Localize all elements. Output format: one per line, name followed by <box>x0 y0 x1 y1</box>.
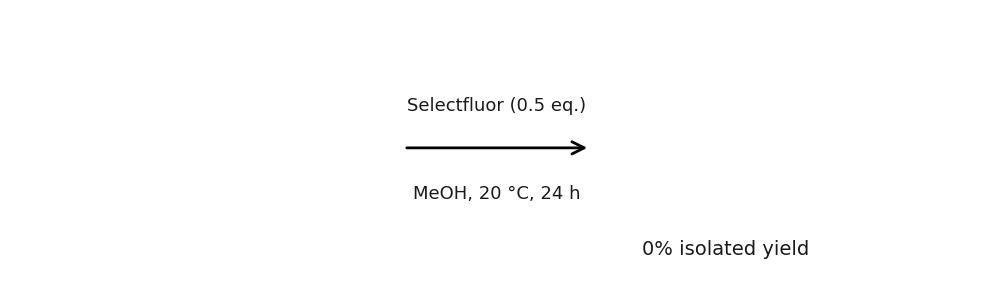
Text: Selectfluor (0.5 eq.): Selectfluor (0.5 eq.) <box>407 97 587 115</box>
Text: 0% isolated yield: 0% isolated yield <box>642 240 809 259</box>
Text: MeOH, 20 °C, 24 h: MeOH, 20 °C, 24 h <box>413 185 581 203</box>
